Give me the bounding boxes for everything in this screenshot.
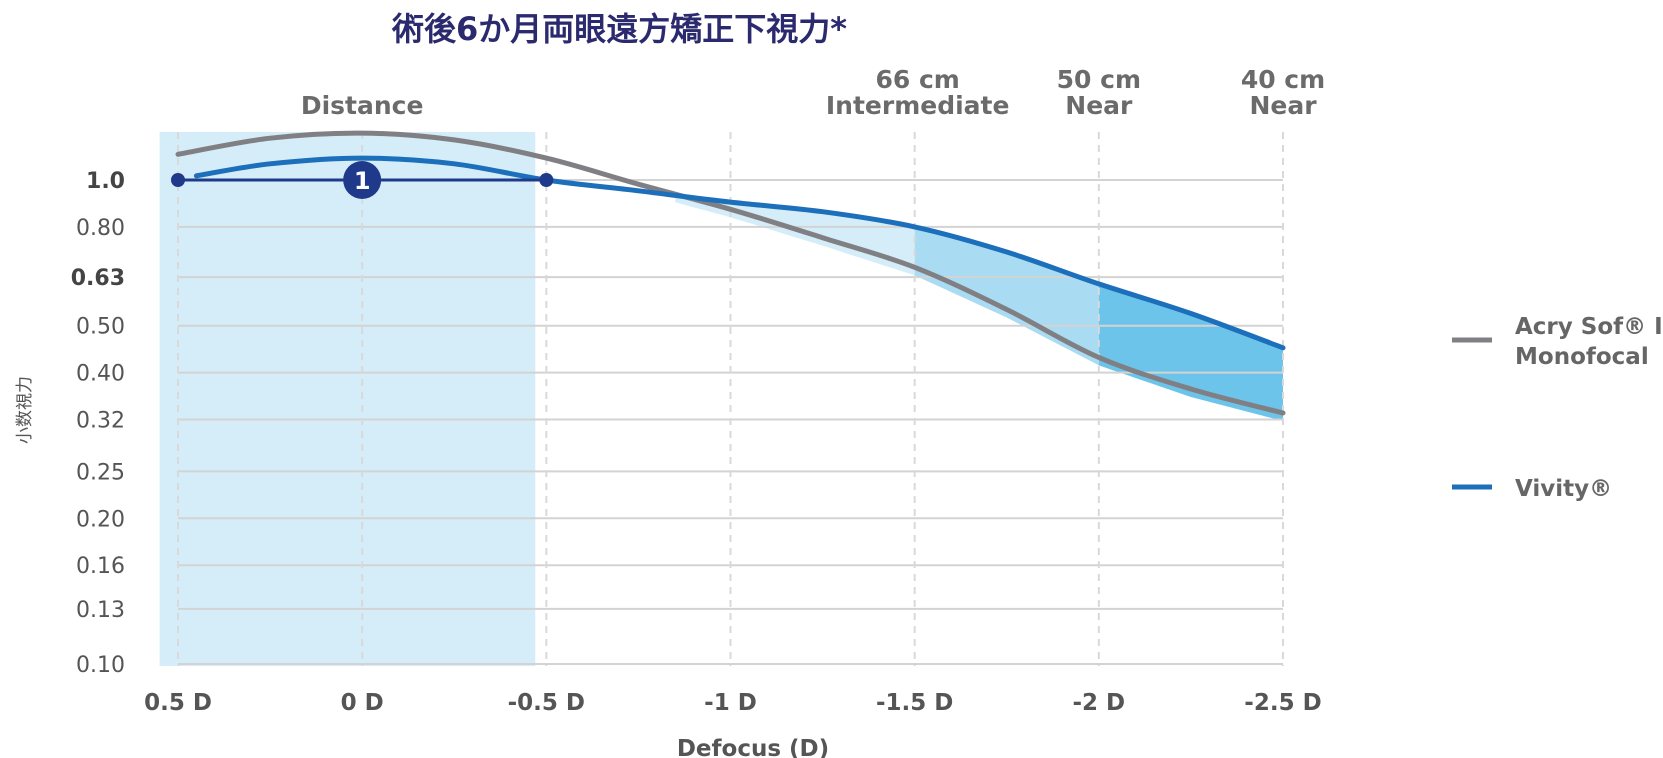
- legend-label: Vivity®: [1515, 476, 1612, 502]
- series-line-vivity: [193, 155, 1286, 351]
- y-tick-label: 0.40: [76, 362, 125, 387]
- y-tick-label: 0.32: [76, 409, 125, 434]
- y-tick-label: 0.50: [76, 315, 125, 340]
- tick-labels: 1.0 0.80 0.63 0.50 0.40 0.32 0.25 0.20 0.16 0.13 0…: [71, 169, 1322, 716]
- x-tick-label: -0.5 D: [508, 690, 585, 716]
- distance-label: Near: [1065, 91, 1133, 120]
- y-axis-label: 小数視力: [15, 376, 35, 444]
- x-tick-label: -2.5 D: [1244, 690, 1321, 716]
- y-tick-label: 0.63: [71, 266, 125, 291]
- shaded-region-distance: [159, 132, 536, 666]
- legend-label: Acry Sof® IQ: [1515, 314, 1663, 340]
- y-tick-label: 0.20: [76, 507, 125, 532]
- grid: [177, 132, 1284, 666]
- x-axis-label: Defocus (D): [677, 736, 829, 758]
- annotation-start-dot: [171, 173, 185, 187]
- chart-title: 術後6か月両眼遠方矯正下視力*: [391, 10, 847, 48]
- x-tick-label: -1 D: [704, 690, 757, 716]
- distance-label: 50 cm: [1057, 65, 1141, 94]
- distance-label: Near: [1249, 91, 1317, 120]
- annotation-group: 1: [171, 161, 554, 199]
- shaded-region-1: [675, 195, 915, 276]
- x-tick-label: 0.5 D: [144, 690, 212, 716]
- distance-label: Distance: [301, 91, 424, 120]
- labels: 術後6か月両眼遠方矯正下視力* Defocus (D) 小数視力: [15, 10, 847, 758]
- x-tick-label: -2 D: [1073, 690, 1126, 716]
- distance-label: Intermediate: [826, 91, 1010, 120]
- y-tick-label: 0.13: [76, 598, 125, 623]
- distance-label: 40 cm: [1241, 65, 1325, 94]
- y-tick-label: 0.16: [76, 554, 125, 579]
- series-line-acrysof-monofocal: [175, 130, 1286, 416]
- y-tick-label: 1.0: [86, 169, 125, 194]
- x-tick-label: 0 D: [341, 690, 384, 716]
- y-tick-label: 0.10: [76, 653, 125, 678]
- shaded-region-2: [914, 226, 1099, 366]
- series-lines: [175, 130, 1286, 416]
- annotation-end-dot: [539, 173, 554, 187]
- shaded-regions: [159, 132, 1283, 666]
- legend-label: Monofocal: [1515, 344, 1649, 370]
- annotation-badge-label: 1: [354, 167, 371, 195]
- y-tick-label: 0.25: [76, 460, 125, 485]
- x-tick-label: -1.5 D: [876, 690, 953, 716]
- legend: Acry Sof® IQ Monofocal Vivity®: [1452, 314, 1663, 502]
- distance-label: 66 cm: [875, 65, 959, 94]
- shaded-region-3: [1098, 283, 1283, 421]
- y-tick-label: 0.80: [76, 216, 125, 241]
- annotation-badge: [343, 161, 382, 199]
